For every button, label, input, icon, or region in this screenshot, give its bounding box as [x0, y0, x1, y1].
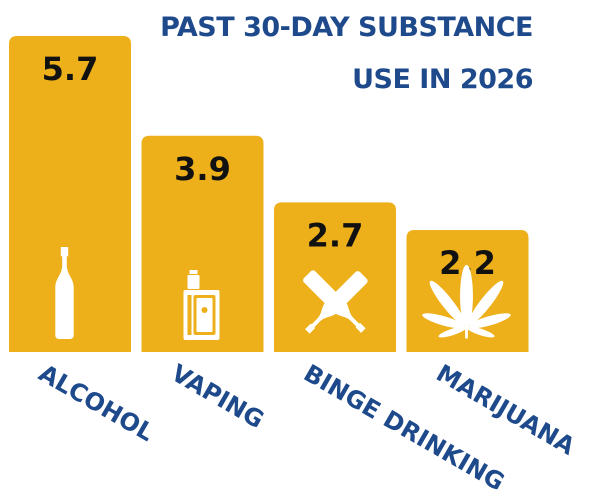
bar	[274, 202, 396, 352]
value-label: 2.7	[307, 216, 364, 254]
value-label: 5.7	[42, 50, 99, 88]
category-label: VAPING	[167, 359, 269, 434]
bar-group: 3.9 VAPING	[141, 135, 269, 434]
bar-group: 5.7 ALCOHOL	[9, 36, 159, 447]
category-label: ALCOHOL	[34, 359, 159, 447]
chart-title: PAST 30-DAY SUBSTANCE USE IN 2026	[160, 2, 533, 106]
bar	[141, 135, 264, 352]
chart-title-line-1: PAST 30-DAY SUBSTANCE	[160, 12, 533, 43]
bar	[9, 36, 131, 352]
value-label: 3.9	[174, 150, 231, 188]
chart-title-line-2: USE IN 2026	[352, 64, 533, 95]
